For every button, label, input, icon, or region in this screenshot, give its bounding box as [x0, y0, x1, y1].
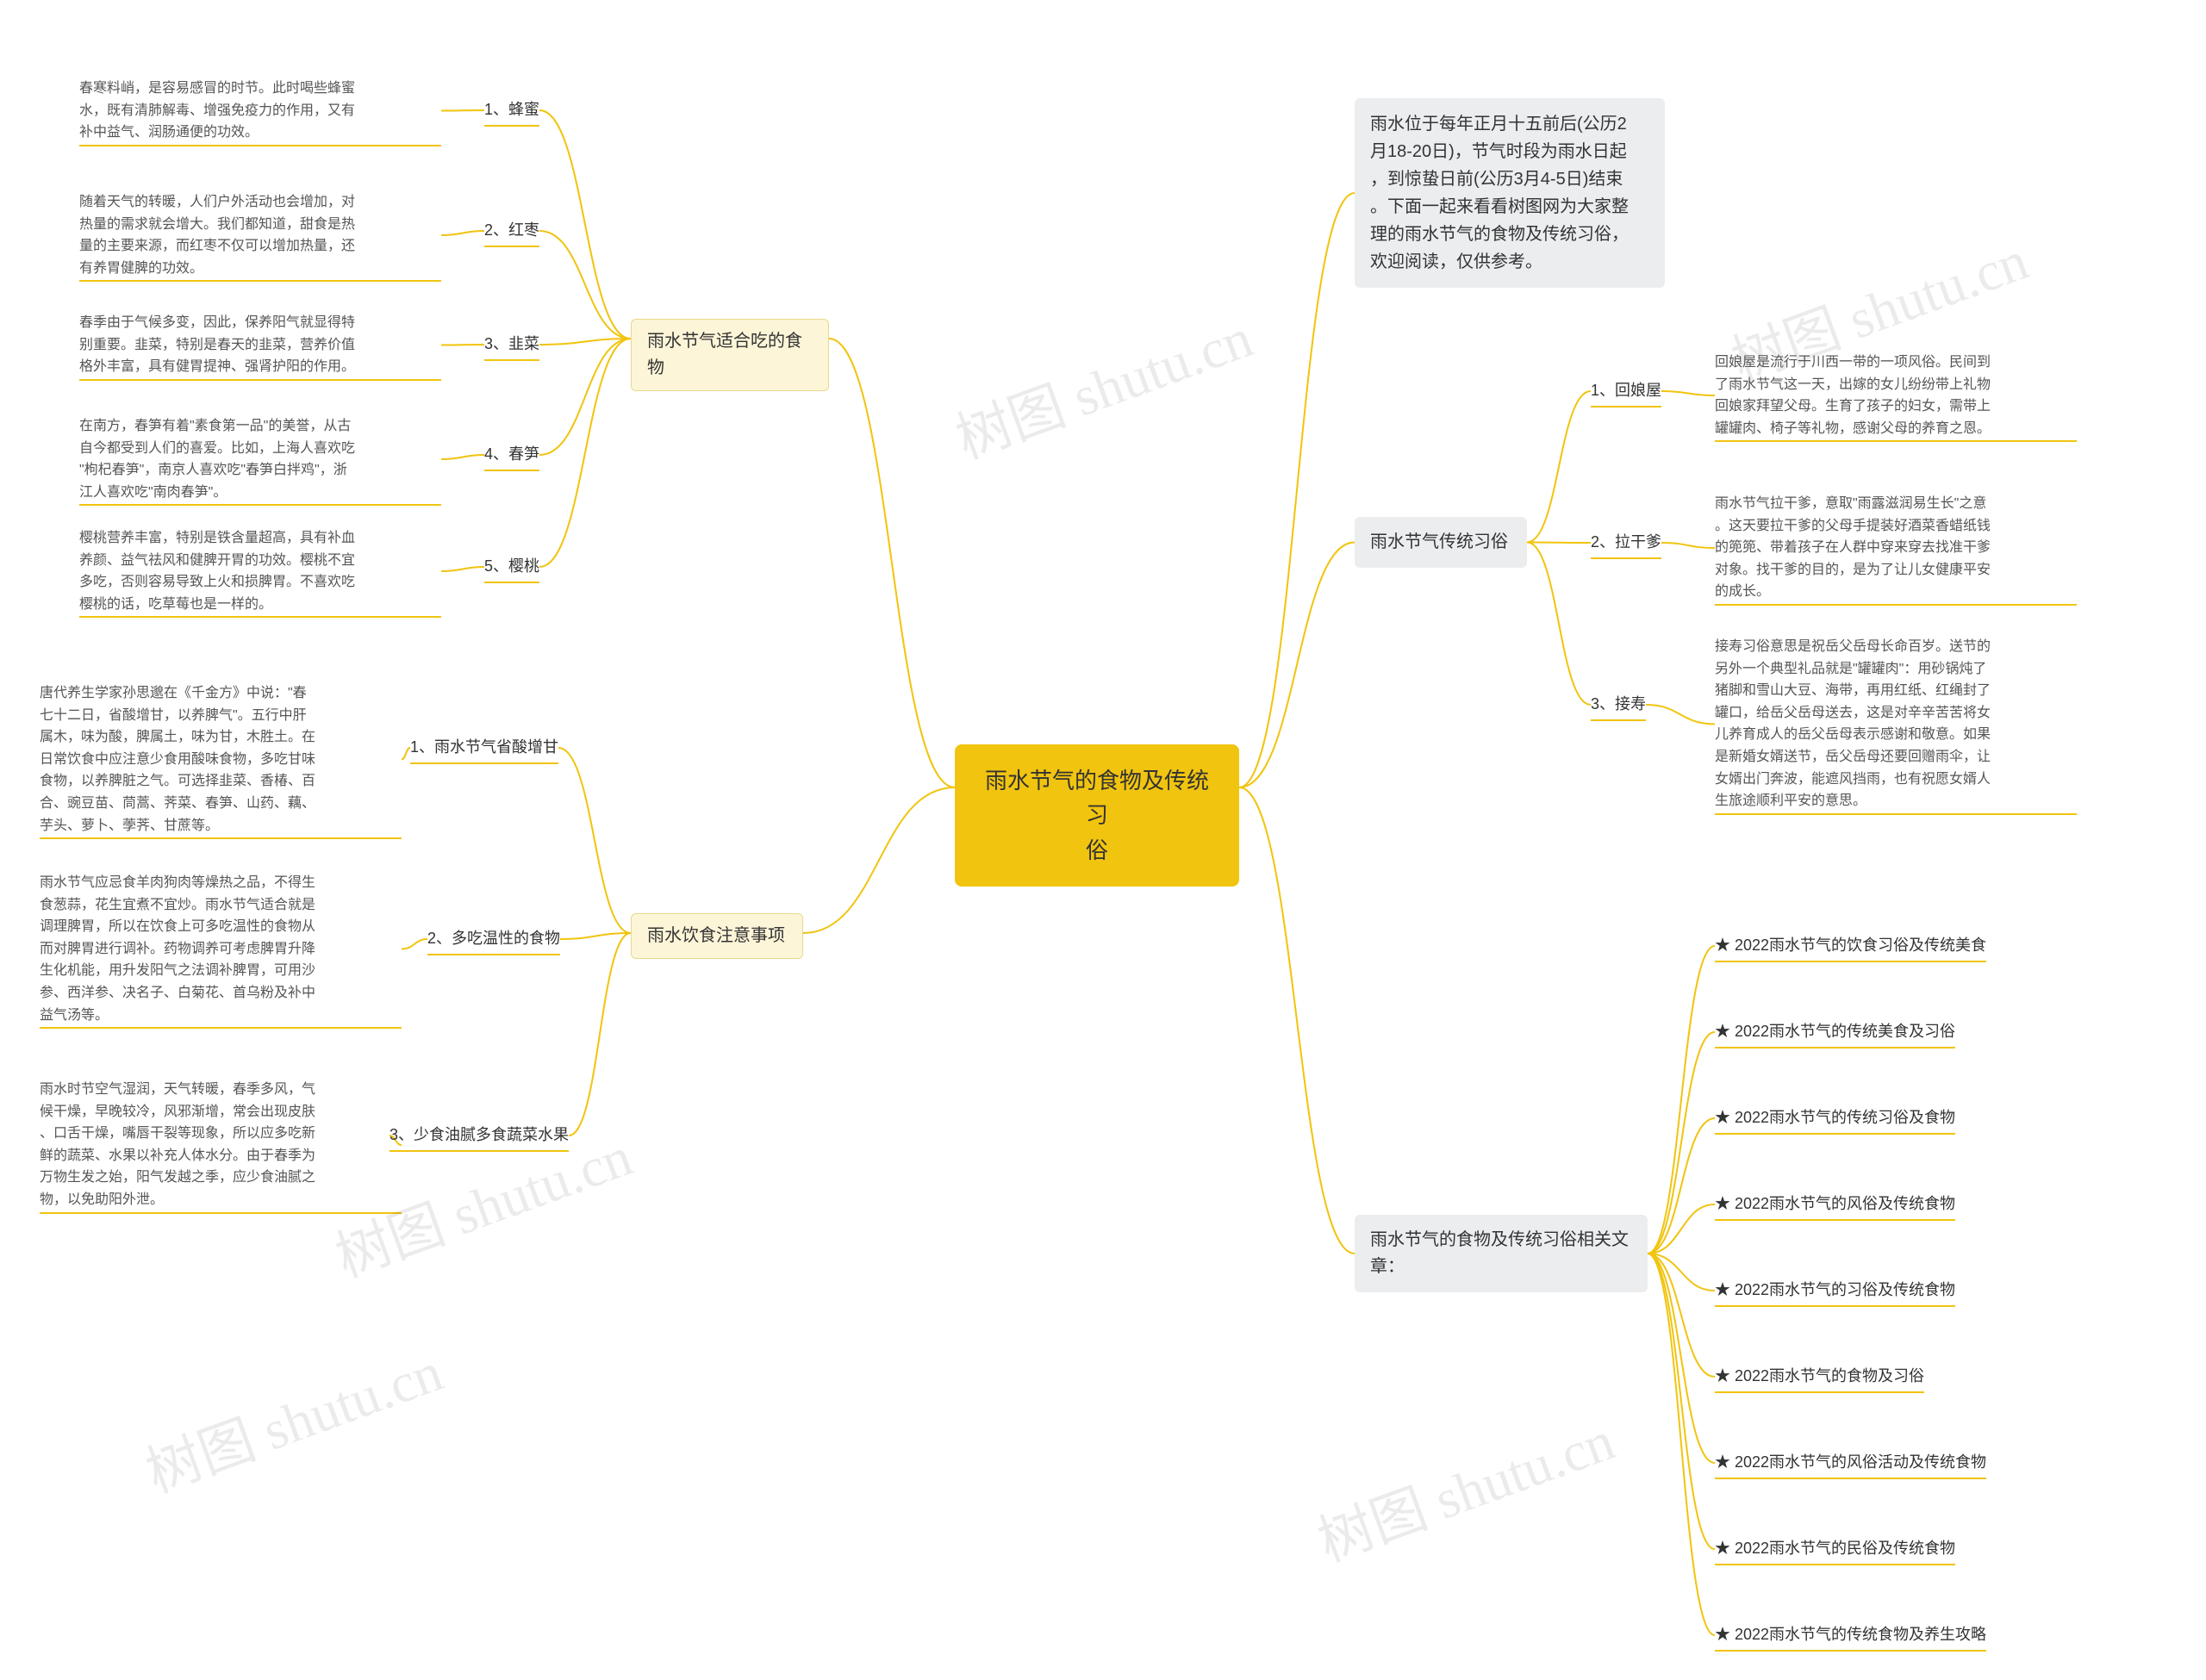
right-leaf-1-0: 回娘屋是流行于川西一带的一项风俗。民间到 了雨水节气这一天，出嫁的女儿纷纷带上礼…: [1715, 350, 2077, 441]
left-lvl2-1-1: 2、多吃温性的食物: [427, 924, 560, 955]
right-lvl2-1-2: 3、接寿: [1591, 689, 1646, 720]
right-lvl2-1-0: 1、回娘屋: [1591, 376, 1661, 407]
right-lvl2-2-3: ★ 2022雨水节气的风俗及传统食物: [1715, 1189, 1955, 1220]
right-lvl2-2-7: ★ 2022雨水节气的民俗及传统食物: [1715, 1534, 1955, 1565]
left-leaf-1-1: 雨水节气应忌食羊肉狗肉等燥热之品，不得生 食葱蒜，花生宜煮不宜炒。雨水节气适合就…: [40, 870, 402, 1028]
left-lvl2-0-0: 1、蜂蜜: [484, 95, 539, 126]
left-lvl2-0-2: 3、韭菜: [484, 329, 539, 360]
right-lvl2-2-6: ★ 2022雨水节气的风俗活动及传统食物: [1715, 1447, 1986, 1478]
mindmap-canvas: 雨水节气的食物及传统习 俗 雨水节气适合吃的食物 1、蜂蜜 2、红枣 3、韭菜 4、春笋 5…: [0, 0, 2206, 1680]
right-lvl2-2-0: ★ 2022雨水节气的饮食习俗及传统美食: [1715, 930, 1986, 961]
right-leaf-1-1: 雨水节气拉干爹，意取"雨露滋润易生长"之意 。这天要拉干爹的父母手提装好酒菜香蜡…: [1715, 491, 2077, 605]
right-lvl2-2-1: ★ 2022雨水节气的传统美食及习俗: [1715, 1017, 1955, 1048]
left-leaf-0-2: 春季由于气候多变，因此，保养阳气就显得特 别重要。韭菜，特别是春天的韭菜，营养价…: [79, 310, 441, 380]
right-lvl2-1-1: 2、拉干爹: [1591, 527, 1661, 558]
right-lvl2-2-2: ★ 2022雨水节气的传统习俗及食物: [1715, 1103, 1955, 1134]
left-lvl2-1-2: 3、少食油腻多食蔬菜水果: [389, 1120, 569, 1151]
right-intro: 雨水位于每年正月十五前后(公历2 月18-20日)，节气时段为雨水日起 ，到惊蛰…: [1355, 98, 1665, 288]
left-leaf-0-1: 随着天气的转暖，人们户外活动也会增加，对 热量的需求就会增大。我们都知道，甜食是…: [79, 190, 441, 281]
watermark-2: 树图 shutu.cn: [944, 294, 1262, 474]
right-lvl2-2-8: ★ 2022雨水节气的传统食物及养生攻略: [1715, 1620, 1986, 1651]
right-leaf-1-2: 接寿习俗意思是祝岳父岳母长命百岁。送节的 另外一个典型礼品就是"罐罐肉"：用砂锅…: [1715, 634, 2077, 814]
right-lvl2-2-5: ★ 2022雨水节气的食物及习俗: [1715, 1361, 1924, 1392]
left-branch-1: 雨水饮食注意事项: [631, 913, 803, 959]
left-lvl2-0-1: 2、红枣: [484, 215, 539, 246]
left-leaf-1-0: 唐代养生学家孙思邈在《千金方》中说："春 七十二日，省酸增甘，以养脾气"。五行中…: [40, 681, 402, 838]
right-branch-1: 雨水节气传统习俗: [1355, 517, 1527, 568]
left-branch-0: 雨水节气适合吃的食物: [631, 319, 829, 391]
center-node: 雨水节气的食物及传统习 俗: [955, 744, 1239, 887]
left-leaf-0-4: 樱桃营养丰富，特别是铁含量超高，具有补血 养颜、益气祛风和健脾开胃的功效。樱桃不…: [79, 526, 441, 617]
left-lvl2-0-3: 4、春笋: [484, 439, 539, 470]
right-lvl2-2-4: ★ 2022雨水节气的习俗及传统食物: [1715, 1275, 1955, 1306]
left-leaf-0-0: 春寒料峭，是容易感冒的时节。此时喝些蜂蜜 水，既有清肺解毒、增强免疫力的作用，又…: [79, 76, 441, 146]
left-lvl2-1-0: 1、雨水节气省酸增甘: [410, 732, 558, 763]
watermark-0: 树图 shutu.cn: [134, 1328, 452, 1508]
watermark-3: 树图 shutu.cn: [1306, 1397, 1623, 1577]
left-lvl2-0-4: 5、樱桃: [484, 551, 539, 582]
left-leaf-1-2: 雨水时节空气湿润，天气转暖，春季多风，气 候干燥，早晚较冷，风邪渐增，常会出现皮…: [40, 1077, 402, 1213]
right-branch-2: 雨水节气的食物及传统习俗相关文 章：: [1355, 1215, 1648, 1292]
left-leaf-0-3: 在南方，春笋有着"素食第一品"的美誉，从古 自今都受到人们的喜爱。比如，上海人喜…: [79, 414, 441, 505]
